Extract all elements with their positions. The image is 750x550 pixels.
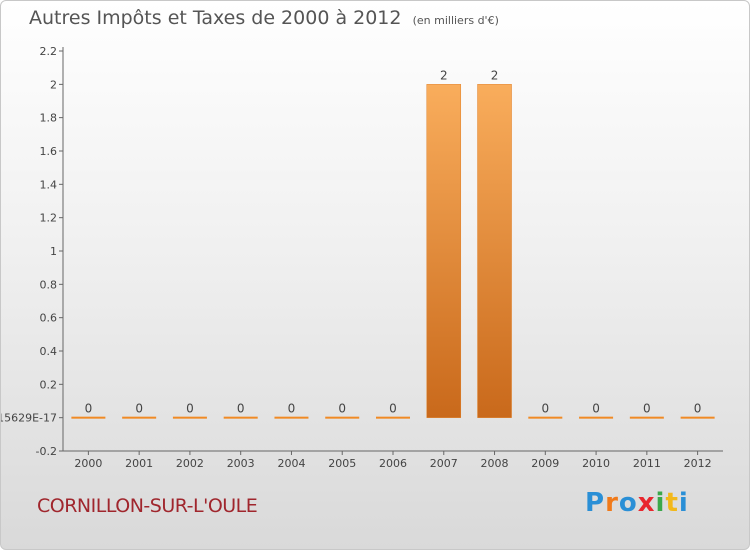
chart-subtitle: (en milliers d'€): [412, 14, 499, 27]
y-tick-label: 2.2: [40, 45, 58, 58]
bar: [528, 416, 563, 419]
data-label: 0: [592, 402, 600, 416]
logo-letter: o: [618, 488, 638, 518]
y-tick-label: 1.2: [40, 212, 58, 225]
y-tick-label: 2: [50, 78, 57, 91]
bar: [426, 84, 462, 418]
logo-letter: i: [655, 488, 666, 518]
bar: [223, 416, 258, 419]
bar: [376, 416, 410, 419]
x-tick-label: 2008: [481, 457, 509, 470]
y-tick-label: 1.4: [40, 178, 58, 191]
x-tick-label: 2002: [176, 457, 204, 470]
bar: [680, 416, 715, 419]
data-label: 0: [288, 402, 296, 416]
y-tick-label: 0.8: [40, 278, 58, 291]
x-tick-label: 2011: [633, 457, 661, 470]
data-label: 0: [694, 402, 702, 416]
logo-letter: t: [665, 488, 679, 518]
logo-letter: r: [605, 488, 619, 518]
x-tick-label: 2000: [74, 457, 102, 470]
bar: [477, 84, 512, 418]
data-label: 0: [541, 402, 549, 416]
x-tick-label: 2003: [227, 457, 255, 470]
y-tick-label: 1.6: [40, 145, 58, 158]
data-label: 0: [186, 402, 194, 416]
y-tick-label: 0.6: [40, 312, 58, 325]
y-tick-label: 1: [50, 245, 57, 258]
bar: [71, 416, 106, 419]
axes: 2.2 2 1.8 1.6 1.4 1.2 1 0.8 0.6 0.4 0.2 -2.15629E-1…: [1, 45, 723, 470]
data-label: 0: [237, 402, 245, 416]
data-label: 0: [85, 402, 93, 416]
bar: [274, 416, 309, 419]
chart-header: Autres Impôts et Taxes de 2000 à 2012 (e…: [29, 7, 499, 29]
data-label: 0: [338, 402, 346, 416]
x-tick-label: 2012: [684, 457, 712, 470]
y-tick-label: -2.15629E-17: [1, 412, 57, 425]
y-tick-label: -0.2: [36, 445, 57, 458]
chart-title: Autres Impôts et Taxes de 2000 à 2012: [29, 7, 402, 29]
bar: [172, 416, 207, 419]
x-tick-label: 2001: [125, 457, 153, 470]
bar: [325, 416, 360, 419]
proxiti-logo[interactable]: Proxiti: [585, 488, 689, 518]
y-tick-label: 0.4: [40, 345, 58, 358]
data-labels: 0 0 0 0 0 0 0 2 2 0 0 0 0: [85, 68, 702, 415]
bar: [629, 416, 664, 419]
logo-letter: x: [637, 488, 656, 518]
bar: [122, 416, 157, 419]
x-tick-label: 2004: [277, 457, 305, 470]
x-tick-label: 2007: [430, 457, 458, 470]
data-label: 0: [389, 402, 397, 416]
bar: [579, 416, 614, 419]
bars: [71, 84, 715, 419]
logo-letter: i: [678, 488, 689, 518]
x-tick-label: 2010: [582, 457, 610, 470]
data-label: 0: [643, 402, 651, 416]
data-label: 2: [491, 68, 499, 82]
y-tick-label: 1.8: [40, 112, 58, 125]
commune-name: CORNILLON-SUR-L'OULE: [37, 495, 258, 517]
logo-letter: P: [585, 488, 606, 518]
x-tick-label: 2005: [328, 457, 356, 470]
x-tick-label: 2006: [379, 457, 407, 470]
data-label: 0: [135, 402, 143, 416]
x-tick-label: 2009: [531, 457, 559, 470]
y-tick-label: 0.2: [40, 378, 58, 391]
data-label: 2: [440, 68, 448, 82]
